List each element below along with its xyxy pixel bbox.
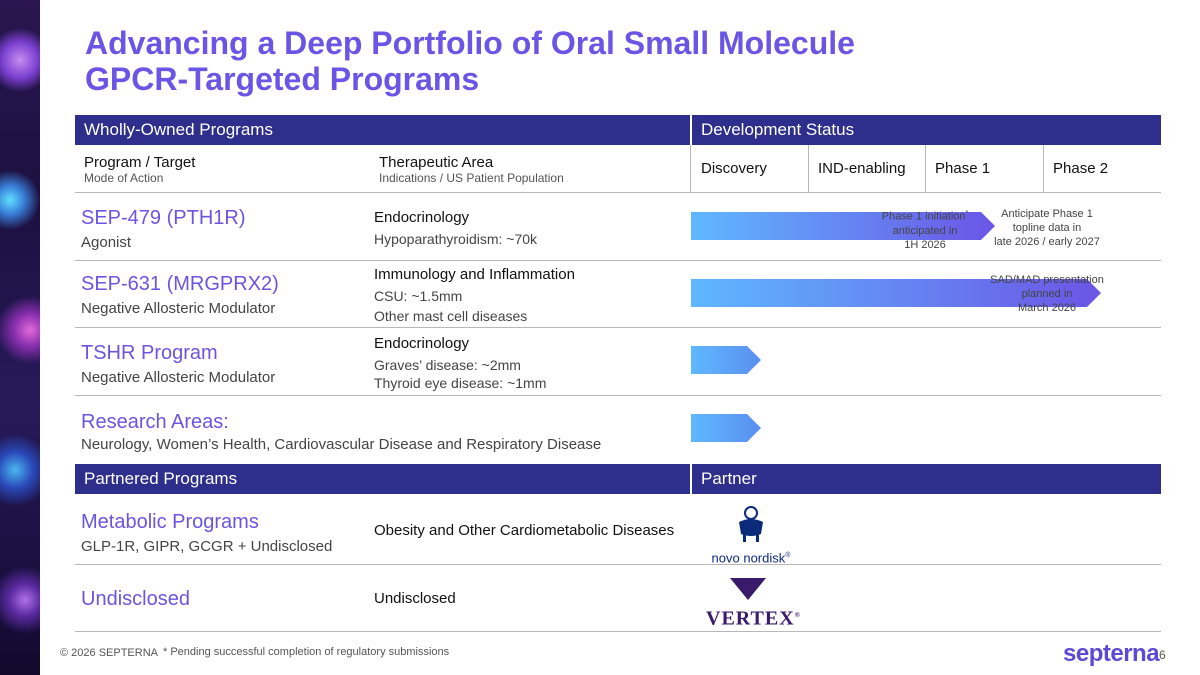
program-row-sep-631: SEP-631 (MRGPRX2) Negative Allosteric Mo…: [81, 273, 279, 317]
milestone-note-phase1-topline: Anticipate Phase 1 topline data in late …: [994, 208, 1100, 248]
stage-phase-1: Phase 1: [935, 160, 991, 177]
therapeutic-area-sep-479: Endocrinology Hypoparathyroidism: ~70k: [374, 209, 538, 247]
partnered-programs-header: Partnered Programs: [75, 464, 690, 494]
milestone-note-phase1-initiation: Phase 1 initiation* anticipated in 1H 20…: [881, 210, 969, 251]
partnered-area-undisclosed: Undisclosed: [374, 590, 456, 607]
vertex-logo: VERTEX®: [706, 578, 800, 629]
wholly-owned-header: Wholly-Owned Programs: [75, 115, 690, 145]
partnered-row-metabolic: Metabolic Programs GLP-1R, GIPR, GCGR + …: [81, 511, 333, 555]
row-divider: [75, 260, 1161, 261]
arrow-shape: [691, 414, 761, 442]
septerna-logo: septerna: [1063, 640, 1160, 667]
row-divider: [75, 631, 1161, 632]
page-title: Advancing a Deep Portfolio of Oral Small…: [85, 25, 855, 97]
stage-divider: [690, 145, 691, 192]
arrow-shape: [691, 279, 1101, 307]
development-status-header: Development Status: [692, 115, 1161, 145]
row-divider: [75, 395, 1161, 396]
row-divider: [75, 564, 1161, 565]
progress-arrow-sep-479: [691, 212, 995, 240]
arrow-shape: [691, 212, 995, 240]
progress-arrow-tshr: [691, 346, 761, 374]
therapeutic-area-tshr: Endocrinology Graves’ disease: ~2mm Thyr…: [374, 335, 547, 391]
stage-ind-enabling: IND-enabling: [818, 160, 906, 177]
copyright: © 2026 SEPTERNA: [60, 647, 158, 659]
stage-divider: [808, 145, 809, 192]
therapeutic-area-sep-631: Immunology and Inflammation CSU: ~1.5mm …: [374, 266, 575, 324]
progress-arrow-sep-631: [691, 279, 1101, 307]
stage-discovery: Discovery: [701, 160, 767, 177]
partnered-row-undisclosed: Undisclosed: [81, 588, 190, 610]
milestone-note-sad-mad: SAD/MAD presentation planned in March 20…: [990, 274, 1104, 314]
apis-bull-icon: [739, 506, 763, 542]
therapeutic-area-column-header: Therapeutic Area Indications / US Patien…: [379, 154, 564, 185]
stage-phase-2: Phase 2: [1053, 160, 1109, 177]
arrow-shape: [691, 346, 761, 374]
vertex-triangle-icon: [730, 578, 766, 600]
partner-header: Partner: [692, 464, 1161, 494]
row-divider: [75, 327, 1161, 328]
stage-divider: [925, 145, 926, 192]
program-target-column-header: Program / Target Mode of Action: [84, 154, 196, 185]
program-row-tshr: TSHR Program Negative Allosteric Modulat…: [81, 342, 276, 386]
partnered-area-metabolic: Obesity and Other Cardiometabolic Diseas…: [374, 522, 675, 539]
progress-arrow-research: [691, 414, 761, 442]
program-row-sep-479: SEP-479 (PTH1R) Agonist: [81, 207, 246, 251]
research-areas-row: Research Areas: Neurology, Women’s Healt…: [81, 411, 602, 453]
decorative-side-image: [0, 0, 40, 675]
footnote: * Pending successful completion of regul…: [163, 646, 450, 658]
novo-nordisk-logo: novo nordisk®: [706, 504, 796, 565]
page-number: 6: [1159, 648, 1166, 662]
row-divider: [75, 192, 1161, 193]
stage-divider: [1043, 145, 1044, 192]
